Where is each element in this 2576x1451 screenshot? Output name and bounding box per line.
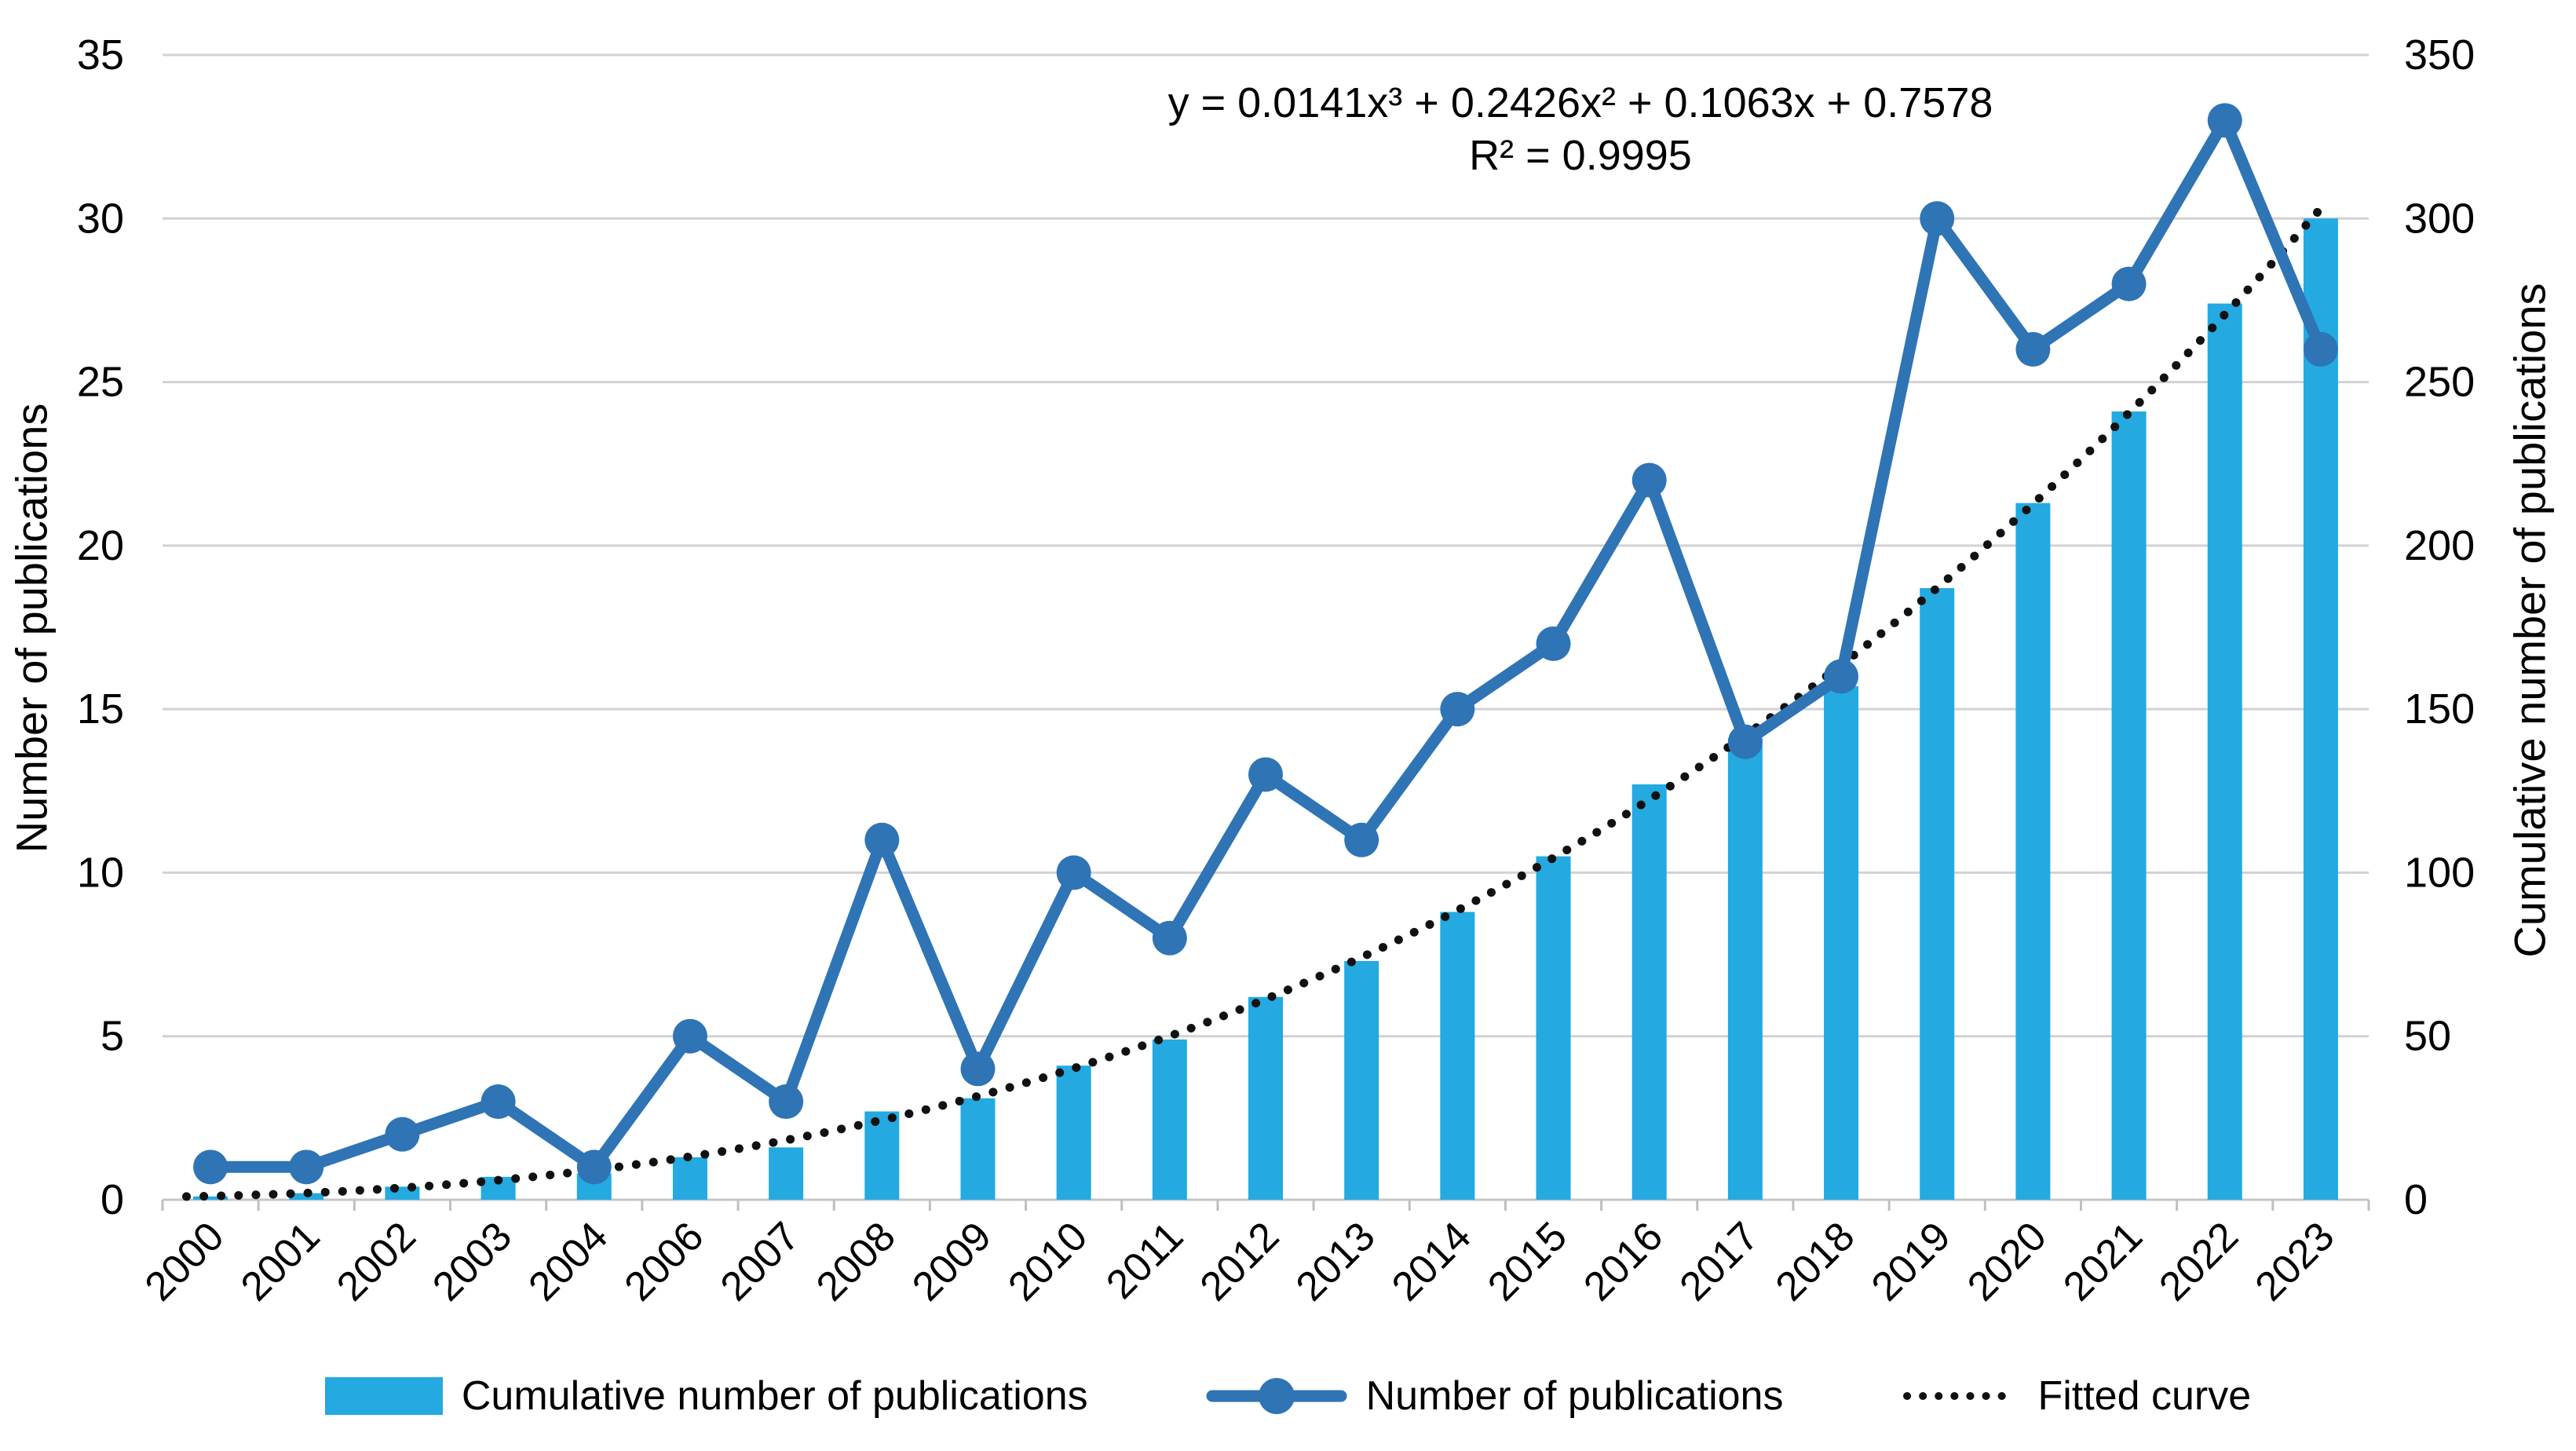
x-axis-label-2000: 2000 — [137, 1213, 233, 1310]
x-axis-label-2003: 2003 — [424, 1213, 521, 1310]
bar-2000 — [193, 1196, 228, 1200]
left-axis-tick-label: 30 — [77, 195, 124, 242]
fitted-curve — [182, 196, 2332, 1201]
left-axis-tick-label: 5 — [100, 1013, 124, 1060]
left-axis-tick-label: 20 — [77, 522, 124, 569]
point-2007 — [769, 1084, 804, 1120]
point-2006 — [672, 1018, 707, 1054]
point-2009 — [960, 1051, 996, 1087]
x-axis-label-2023: 2023 — [2247, 1213, 2344, 1310]
bar-2007 — [769, 1147, 804, 1200]
bar-2021 — [2111, 411, 2147, 1200]
x-axis-label-2022: 2022 — [2150, 1213, 2247, 1310]
right-axis-tick-label: 0 — [2404, 1176, 2428, 1223]
bar-2023 — [2303, 218, 2338, 1201]
point-2004 — [576, 1149, 612, 1185]
x-axis-label-2017: 2017 — [1672, 1213, 1768, 1310]
trendline-equation: y = 0.0141x³ + 0.2426x² + 0.1063x + 0.75… — [1167, 79, 1993, 126]
point-2023 — [2303, 331, 2338, 367]
legend-label-cumulative: Cumulative number of publications — [461, 1373, 1088, 1419]
bar-series-swatch — [324, 1377, 443, 1415]
x-axis-label-2007: 2007 — [712, 1213, 809, 1310]
bar-2015 — [1536, 856, 1571, 1200]
x-axis-label-2018: 2018 — [1767, 1213, 1864, 1310]
x-axis-label-2014: 2014 — [1383, 1213, 1480, 1310]
point-2002 — [385, 1117, 420, 1152]
legend-item-fitted: Fitted curve — [1901, 1372, 2251, 1420]
x-axis-label-2016: 2016 — [1575, 1213, 1672, 1310]
legend-item-line: Number of publications — [1206, 1372, 1784, 1420]
point-2010 — [1056, 855, 1091, 890]
x-axis-label-2006: 2006 — [616, 1213, 713, 1310]
point-2011 — [1152, 920, 1187, 956]
point-2014 — [1440, 692, 1475, 727]
point-2021 — [2111, 266, 2147, 302]
right-axis-tick-label: 250 — [2404, 359, 2475, 406]
point-2012 — [1248, 757, 1283, 792]
bar-2006 — [672, 1157, 707, 1200]
chart-legend: Cumulative number of publications Number… — [0, 1372, 2576, 1420]
bar-2022 — [2207, 303, 2242, 1201]
x-axis-label-2001: 2001 — [232, 1213, 329, 1310]
r-squared-value: R² = 0.9995 — [1469, 132, 1692, 179]
point-2015 — [1536, 626, 1571, 661]
right-axis-tick-label: 50 — [2404, 1013, 2451, 1060]
legend-label-line: Number of publications — [1365, 1373, 1784, 1419]
trendline-annotation: y = 0.0141x³ + 0.2426x² + 0.1063x + 0.75… — [1109, 77, 2052, 182]
point-2018 — [1824, 659, 1859, 694]
bar-2012 — [1248, 996, 1283, 1200]
point-2017 — [1727, 724, 1763, 759]
x-axis-label-2004: 2004 — [520, 1213, 616, 1310]
x-axis-label-2015: 2015 — [1479, 1213, 1576, 1310]
x-axis-label-2011: 2011 — [1098, 1213, 1192, 1307]
bar-2011 — [1152, 1039, 1187, 1200]
x-axis-label-2013: 2013 — [1288, 1213, 1384, 1310]
point-2003 — [480, 1084, 516, 1120]
point-2022 — [2207, 103, 2242, 138]
bar-2018 — [1824, 685, 1859, 1200]
x-axis-label-2002: 2002 — [328, 1213, 425, 1310]
bar-2014 — [1440, 912, 1475, 1200]
line-series-swatch — [1206, 1378, 1347, 1414]
left-axis-tick-label: 15 — [77, 685, 124, 733]
bar-2013 — [1344, 960, 1379, 1200]
bar-2017 — [1727, 738, 1763, 1200]
bar-2016 — [1631, 784, 1667, 1200]
left-axis-tick-label: 10 — [77, 849, 124, 896]
point-2001 — [289, 1149, 324, 1185]
right-axis-tick-label: 350 — [2404, 31, 2475, 79]
left-axis-tick-label: 0 — [100, 1176, 124, 1223]
x-axis-label-2008: 2008 — [808, 1213, 904, 1310]
bar-2010 — [1056, 1065, 1091, 1200]
point-2016 — [1631, 462, 1667, 498]
bar-2019 — [1920, 588, 1955, 1200]
x-axis-label-2012: 2012 — [1192, 1213, 1288, 1310]
legend-item-cumulative: Cumulative number of publications — [324, 1372, 1088, 1420]
point-2000 — [193, 1149, 228, 1185]
bar-2009 — [960, 1098, 996, 1200]
point-2019 — [1920, 201, 1955, 236]
legend-label-fitted: Fitted curve — [2037, 1373, 2252, 1419]
left-axis-tick-label: 25 — [77, 359, 124, 406]
bar-2008 — [864, 1111, 900, 1200]
point-2013 — [1344, 822, 1379, 857]
x-axis-label-2010: 2010 — [999, 1213, 1096, 1310]
right-axis-tick-label: 300 — [2404, 195, 2475, 242]
x-axis-label-2019: 2019 — [1863, 1213, 1960, 1310]
x-axis-label-2021: 2021 — [2055, 1213, 2151, 1310]
left-axis-tick-label: 35 — [77, 31, 124, 79]
x-axis-label-2020: 2020 — [1959, 1213, 2055, 1310]
right-axis-tick-label: 200 — [2404, 522, 2475, 569]
fitted-curve-swatch — [1903, 1392, 2017, 1400]
point-2008 — [864, 822, 900, 857]
bar-2020 — [2015, 503, 2051, 1200]
point-2020 — [2015, 331, 2051, 367]
x-axis-label-2009: 2009 — [904, 1213, 1000, 1310]
right-axis-tick-label: 150 — [2404, 685, 2475, 733]
right-axis-tick-label: 100 — [2404, 849, 2475, 896]
